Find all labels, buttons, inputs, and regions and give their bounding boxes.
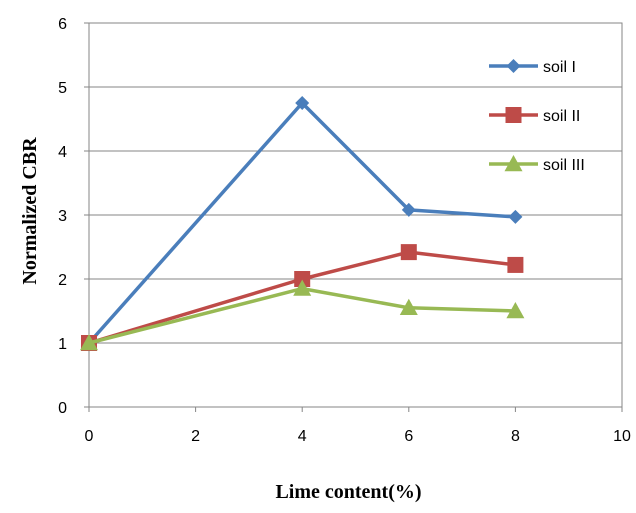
series-1 — [82, 96, 523, 350]
data-point — [400, 244, 417, 261]
series-2 — [81, 244, 524, 351]
legend-label: soil II — [543, 108, 580, 125]
legend-marker — [506, 59, 521, 73]
x-tick-label: 6 — [404, 428, 413, 445]
y-tick-label: 2 — [58, 272, 67, 289]
series-line — [87, 101, 516, 345]
x-tick-label: 0 — [85, 428, 94, 445]
legend: soil I soil II soil III — [489, 59, 585, 174]
data-point — [399, 298, 418, 315]
series-3 — [80, 279, 525, 351]
x-tick-label: 4 — [298, 428, 307, 445]
y-axis-ticks: 0 1 2 3 4 5 6 — [58, 16, 89, 417]
y-tick-label: 4 — [58, 144, 67, 161]
x-tick-label: 8 — [511, 428, 520, 445]
x-tick-label: 10 — [613, 428, 631, 445]
y-tick-label: 5 — [58, 80, 67, 97]
legend-marker — [505, 107, 522, 123]
x-tick-label: 2 — [191, 428, 200, 445]
data-point — [401, 202, 416, 217]
series-line — [88, 250, 516, 345]
data-point — [293, 279, 312, 296]
legend-item: soil III — [489, 155, 585, 174]
y-tick-label: 3 — [58, 208, 67, 225]
data-point — [506, 302, 525, 319]
y-tick-label: 1 — [58, 336, 67, 353]
series-line — [88, 286, 516, 345]
y-tick-label: 0 — [58, 400, 67, 417]
y-axis-title: Normalized CBR — [19, 137, 41, 285]
legend-item: soil I — [489, 59, 576, 76]
grid-lines — [89, 86, 622, 344]
data-point — [295, 96, 310, 110]
legend-item: soil II — [489, 107, 580, 125]
data-point — [294, 271, 311, 287]
x-axis-title: Lime content(%) — [275, 481, 421, 503]
data-point — [507, 256, 524, 273]
legend-marker — [504, 155, 523, 172]
series-group — [80, 96, 525, 351]
x-axis-ticks: 0 2 4 6 8 10 — [85, 407, 631, 445]
legend-label: soil I — [543, 59, 576, 76]
legend-label: soil III — [543, 157, 585, 174]
data-point — [508, 209, 523, 224]
y-tick-label: 6 — [58, 16, 67, 33]
data-point — [80, 334, 98, 351]
